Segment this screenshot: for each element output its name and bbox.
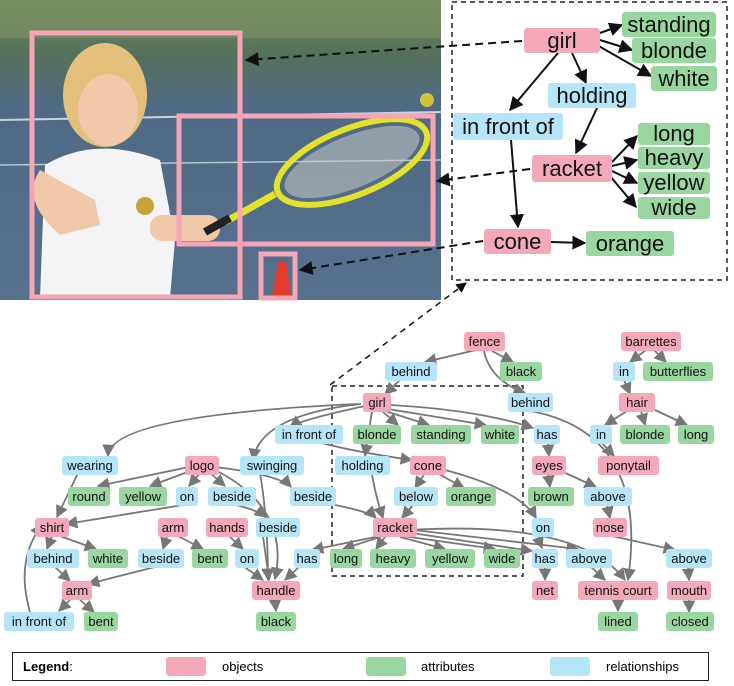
legend-objects-label: objects bbox=[222, 659, 264, 674]
node-yellow: yellow bbox=[119, 487, 167, 506]
node-wide: wide bbox=[484, 549, 520, 568]
node-brown: brown bbox=[528, 487, 574, 506]
node-logo: logo bbox=[185, 456, 219, 475]
node-butterflies: butterflies bbox=[643, 362, 713, 381]
node-hands: hands bbox=[206, 518, 248, 537]
node-eyes: eyes bbox=[532, 456, 566, 475]
node-swinging: swinging bbox=[240, 456, 304, 475]
node-beside: beside bbox=[290, 487, 336, 506]
node-holding: holding bbox=[335, 456, 390, 475]
node-heavy: heavy bbox=[638, 145, 710, 170]
legend: Legend: objects attributes relationships bbox=[12, 652, 709, 681]
node-beside: beside bbox=[256, 518, 300, 537]
node-bent: bent bbox=[192, 549, 228, 568]
node-white: white bbox=[651, 66, 717, 91]
node-white: white bbox=[481, 425, 519, 444]
node-blonde: blonde bbox=[620, 425, 670, 444]
node-cone: cone bbox=[484, 229, 551, 254]
node-standing: standing bbox=[622, 12, 716, 37]
node-ponytail: ponytail bbox=[598, 456, 659, 475]
node-shirt: shirt bbox=[35, 518, 69, 537]
node-long: long bbox=[638, 121, 710, 146]
bottom-graph-frame bbox=[331, 385, 524, 577]
node-arm: arm bbox=[62, 581, 92, 600]
node-hair: hair bbox=[619, 393, 655, 412]
node-on: on bbox=[235, 549, 259, 568]
node-yellow: yellow bbox=[425, 549, 475, 568]
node-in-front-of: in front of bbox=[453, 113, 563, 140]
node-bent: bent bbox=[84, 612, 118, 631]
node-long: long bbox=[678, 425, 714, 444]
node-lined: lined bbox=[598, 612, 638, 631]
node-closed: closed bbox=[666, 612, 714, 631]
legend-relationships-swatch bbox=[550, 657, 590, 676]
legend-title: Legend: bbox=[23, 659, 73, 674]
node-in-front-of: in front of bbox=[275, 425, 343, 444]
node-above: above bbox=[584, 487, 632, 506]
node-has: has bbox=[294, 549, 320, 568]
girl-bounding-box bbox=[29, 30, 243, 300]
legend-attributes-label: attributes bbox=[421, 659, 475, 674]
node-above: above bbox=[666, 549, 712, 568]
node-arm: arm bbox=[158, 518, 188, 537]
cone-link-arrow bbox=[298, 240, 484, 275]
node-behind: behind bbox=[508, 393, 553, 412]
legend-relationships-label: relationships bbox=[606, 659, 679, 674]
node-wide: wide bbox=[638, 195, 710, 220]
cone-bounding-box bbox=[258, 251, 298, 301]
node-yellow: yellow bbox=[638, 170, 710, 195]
top-graph-frame bbox=[451, 1, 728, 281]
node-in: in bbox=[613, 362, 635, 381]
node-racket: racket bbox=[373, 518, 417, 537]
node-round: round bbox=[68, 487, 110, 506]
racket-link-arrow bbox=[435, 168, 531, 187]
node-white: white bbox=[88, 549, 128, 568]
node-has: has bbox=[534, 425, 560, 444]
node-fence: fence bbox=[464, 332, 505, 351]
node-black: black bbox=[256, 612, 296, 631]
node-behind: behind bbox=[385, 362, 437, 381]
node-below: below bbox=[394, 487, 438, 506]
legend-objects-swatch bbox=[166, 657, 206, 676]
legend-attributes-swatch bbox=[366, 657, 406, 676]
racket-bounding-box bbox=[176, 113, 436, 247]
node-on: on bbox=[532, 518, 554, 537]
node-beside: beside bbox=[138, 549, 184, 568]
node-orange: orange bbox=[446, 487, 496, 506]
node-girl: girl bbox=[524, 28, 600, 53]
node-blonde: blonde bbox=[353, 425, 401, 444]
node-beside: beside bbox=[208, 487, 256, 506]
node-cone: cone bbox=[410, 456, 446, 475]
node-nose: nose bbox=[593, 518, 627, 537]
node-girl: girl bbox=[363, 393, 391, 412]
node-wearing: wearing bbox=[62, 456, 118, 475]
node-black: black bbox=[500, 362, 542, 381]
node-holding: holding bbox=[548, 83, 636, 108]
node-blonde: blonde bbox=[632, 38, 716, 63]
girl-link-arrow bbox=[244, 40, 523, 67]
node-mouth: mouth bbox=[667, 581, 711, 600]
node-heavy: heavy bbox=[370, 549, 416, 568]
photo bbox=[0, 0, 442, 301]
node-has: has bbox=[532, 549, 558, 568]
node-net: net bbox=[532, 581, 558, 600]
node-above: above bbox=[566, 549, 612, 568]
node-on: on bbox=[176, 487, 198, 506]
node-behind: behind bbox=[27, 549, 79, 568]
node-orange: orange bbox=[586, 231, 674, 256]
node-long: long bbox=[330, 549, 362, 568]
node-racket: racket bbox=[532, 155, 612, 182]
node-in-front-of: in front of bbox=[4, 612, 74, 631]
node-handle: handle bbox=[252, 581, 300, 600]
node-standing: standing bbox=[411, 425, 471, 444]
node-barrettes: barrettes bbox=[621, 332, 681, 351]
node-in: in bbox=[590, 425, 612, 444]
node-tennis-court: tennis court bbox=[578, 581, 658, 600]
